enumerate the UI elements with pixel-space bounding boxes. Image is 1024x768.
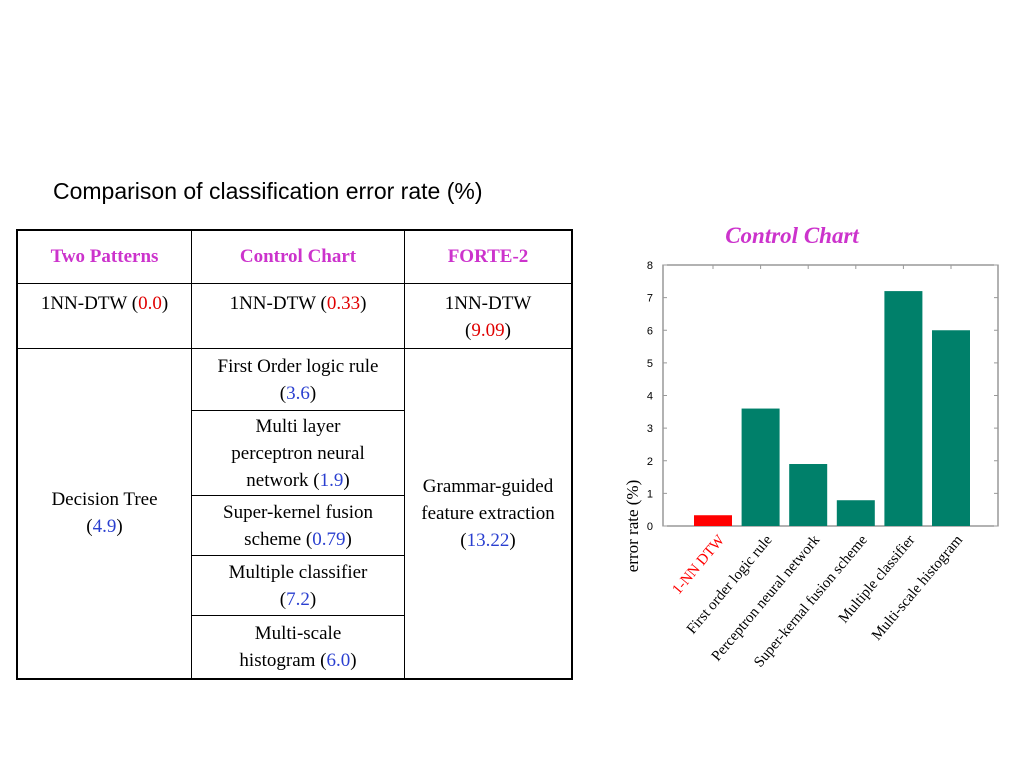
method-label: Multiple classifier bbox=[228, 561, 368, 583]
error-value: 4.9 bbox=[92, 516, 117, 538]
y-tick-label: 3 bbox=[647, 423, 653, 435]
x-tick-label: Multi-scale histogram bbox=[869, 532, 966, 644]
error-value: 9.09 bbox=[471, 320, 505, 341]
slide-title: Comparison of classification error rate … bbox=[53, 178, 483, 204]
error-value: 0.79 bbox=[312, 528, 346, 550]
y-tick-label: 4 bbox=[647, 391, 653, 403]
method-label: Decision Tree bbox=[51, 489, 158, 511]
method-label: Multi layer perceptron neural network bbox=[231, 415, 365, 491]
table-row: Multi-scale histogram (6.0) bbox=[17, 615, 572, 679]
table-cell: Grammar-guided feature extraction (13.22) bbox=[404, 348, 573, 679]
table-cell: 1NN-DTW (0.0) bbox=[16, 283, 192, 349]
method-label: 1NN-DTW bbox=[229, 293, 316, 314]
y-tick-label: 8 bbox=[647, 260, 653, 272]
bar bbox=[694, 515, 732, 526]
error-value: 3.6 bbox=[286, 382, 310, 404]
method-label: 1NN-DTW bbox=[40, 293, 128, 314]
table-row: Decision Tree (4.9) First Order logic rul… bbox=[16, 348, 573, 679]
y-tick-label: 1 bbox=[647, 488, 653, 500]
y-tick-label: 0 bbox=[647, 521, 653, 533]
error-value: 0.0 bbox=[138, 293, 162, 314]
method-label: Grammar-guided feature extraction bbox=[421, 475, 555, 524]
table-cell: 1NN-DTW (0.33) bbox=[191, 283, 405, 349]
header-control-chart: Control Chart bbox=[191, 229, 405, 284]
header-two-patterns: Two Patterns bbox=[16, 229, 192, 284]
bar bbox=[789, 464, 828, 526]
error-value: 7.2 bbox=[286, 588, 310, 610]
table-row: Multi layer perceptron neural network (1… bbox=[17, 410, 572, 496]
method-label: 1NN-DTW bbox=[444, 293, 532, 314]
method-label: Super-kernel fusion scheme bbox=[223, 501, 373, 550]
table-cell: Super-kernel fusion scheme (0.79) bbox=[191, 495, 405, 556]
table-cell: Multiple classifier (7.2) bbox=[191, 555, 405, 616]
bar bbox=[741, 408, 780, 526]
table-cell: Decision Tree (4.9) bbox=[16, 348, 192, 679]
chart-title: Control Chart bbox=[725, 223, 859, 248]
error-value: 1.9 bbox=[319, 469, 344, 491]
table-row: Multiple classifier (7.2) bbox=[17, 555, 572, 616]
method-label: First Order logic rule bbox=[217, 355, 379, 377]
y-axis-label: error rate (%) bbox=[623, 480, 642, 573]
table-row: 1NN-DTW (0.0) 1NN-DTW (0.33) 1NN-DTW (9.0… bbox=[16, 283, 573, 349]
y-tick-label: 2 bbox=[647, 456, 653, 468]
x-tick-label: First order logic rule bbox=[684, 532, 776, 637]
bar bbox=[884, 291, 923, 526]
bar bbox=[932, 330, 970, 526]
table-cell: Multi layer perceptron neural network (1… bbox=[191, 410, 405, 496]
error-value: 0.33 bbox=[326, 293, 361, 314]
comparison-table: Two Patterns Control Chart FORTE-2 1NN-D… bbox=[16, 229, 573, 680]
y-tick-label: 6 bbox=[647, 325, 653, 337]
table-header-row: Two Patterns Control Chart FORTE-2 bbox=[16, 229, 573, 284]
bar bbox=[836, 500, 875, 526]
y-tick-label: 5 bbox=[647, 358, 653, 370]
y-tick-label: 7 bbox=[647, 293, 653, 305]
header-forte-2: FORTE-2 bbox=[404, 229, 573, 284]
table-cell: 1NN-DTW (9.09) bbox=[404, 283, 573, 349]
method-label: Multi-scale histogram bbox=[239, 622, 342, 671]
error-value: 13.22 bbox=[466, 529, 510, 551]
table-cell: Multi-scale histogram (6.0) bbox=[191, 615, 405, 679]
table-cell: First Order logic rule (3.6) bbox=[191, 348, 405, 411]
error-value: 6.0 bbox=[326, 649, 351, 671]
